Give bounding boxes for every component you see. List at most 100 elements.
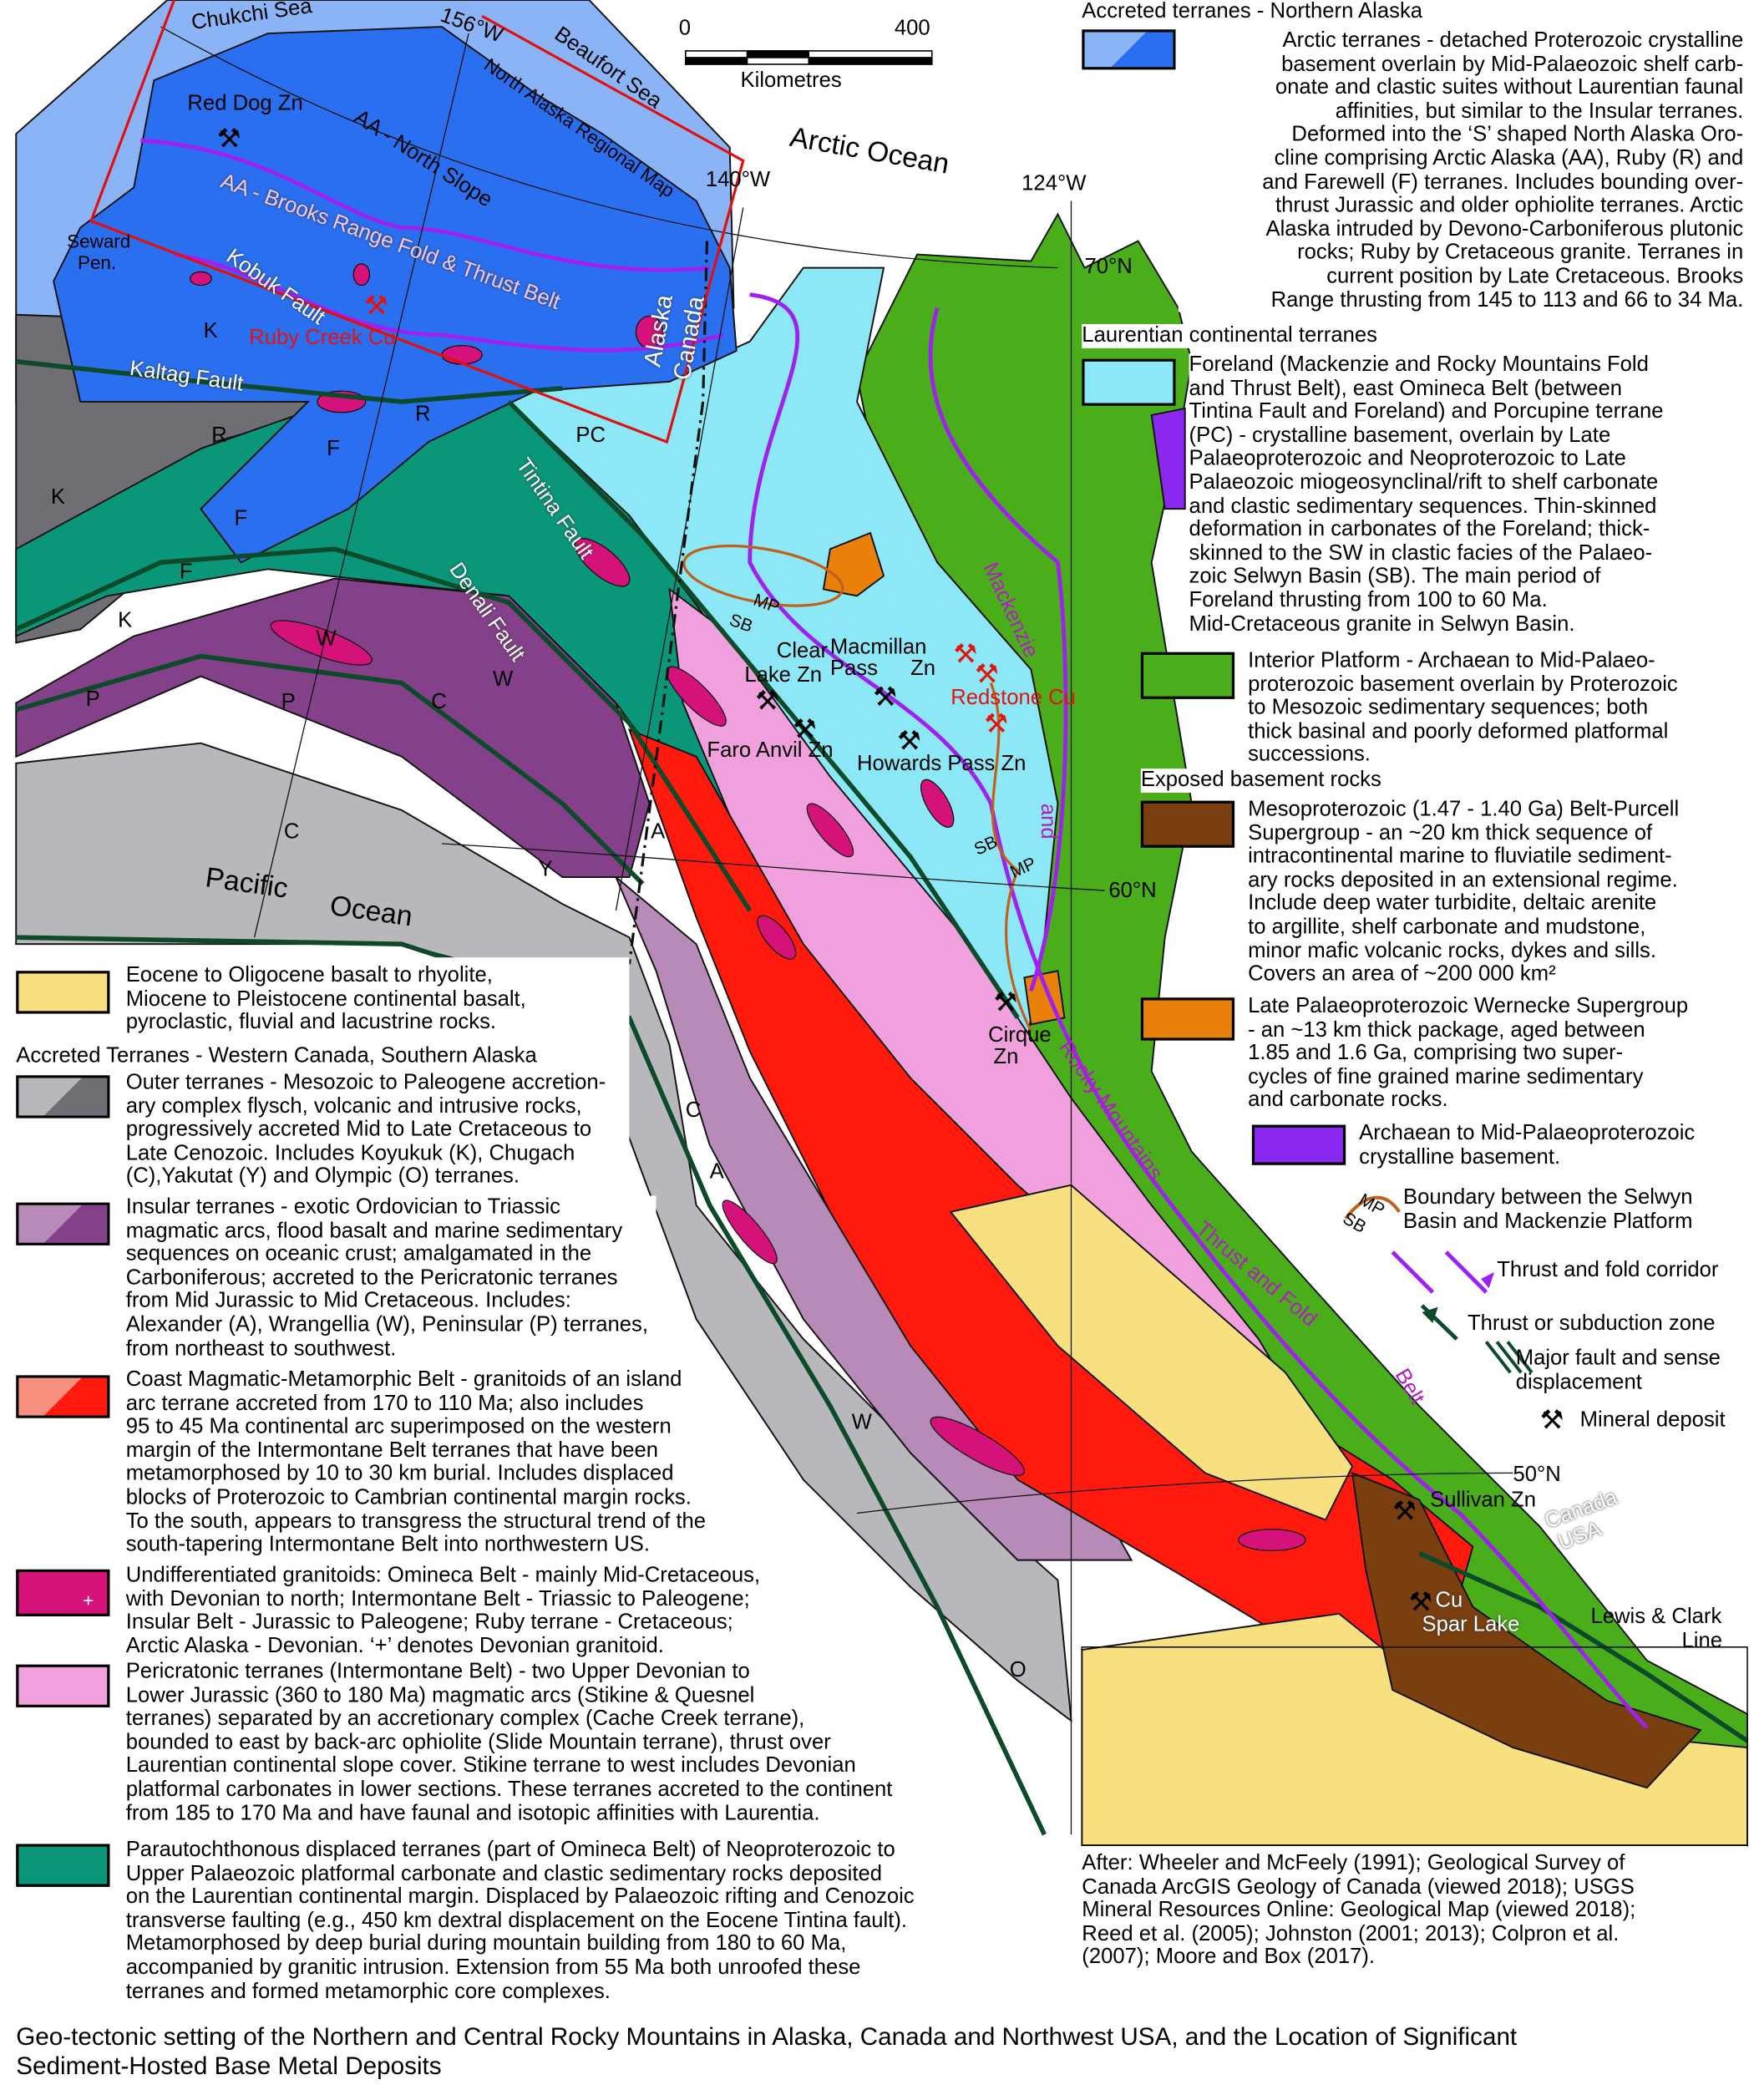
olympic-label: O <box>1009 1659 1027 1682</box>
alexander-label: A <box>709 1160 724 1184</box>
text-line: Coast Magmatic-Metamorphic Belt - granit… <box>125 1368 682 1392</box>
farewell-label: F <box>234 507 248 530</box>
redstone-label: Redstone Cu <box>951 687 1076 710</box>
text-line: Carboniferous; accreted to the Pericrato… <box>125 1266 618 1290</box>
text-line: progressively accreted Mid to Late Creta… <box>125 1118 592 1142</box>
text-line: Mesoproterozoic (1.47 - 1.40 Ga) Belt-Pu… <box>1248 798 1680 821</box>
text-line: Insular Belt - Jurassic to Paleogene; Ru… <box>125 1611 733 1635</box>
farewell-label: F <box>327 438 340 461</box>
hammer-pick-icon: ⚒ <box>793 712 817 745</box>
hammer-pick-icon: ⚒ <box>984 707 1009 739</box>
text-line: to Mesozoic sedimentary sequences; both <box>1248 696 1649 720</box>
legend-heading-basement: Exposed basement rocks <box>1140 768 1381 794</box>
legend-thrust-fold-text: Thrust and fold corridor <box>1497 1258 1719 1282</box>
thrust-fold-line <box>748 292 1649 1729</box>
chugach-label: C <box>685 1099 702 1123</box>
text-line: displacement <box>1515 1370 1642 1394</box>
text-line: Foreland thrusting from 100 to 60 Ma. <box>1189 589 1548 612</box>
text-line: and carbonate rocks. <box>1248 1088 1448 1113</box>
ruby-label: R <box>211 424 227 448</box>
subduction-triangle-icon <box>1422 1306 1438 1323</box>
text-line: from northeast to southwest. <box>125 1337 397 1361</box>
legend-arctic-text: Arctic terranes - detached Proterozoic c… <box>1178 29 1744 312</box>
legend-archaean-text: Archaean to Mid-Palaeoproterozoic crystal… <box>1359 1122 1703 1169</box>
text-line: transverse faulting (e.g., 450 km dextra… <box>125 1909 907 1932</box>
text-line: Outer terranes - Mesozoic to Paleogene a… <box>125 1071 606 1094</box>
text-line: terranes) separated by an accretionary c… <box>125 1707 805 1731</box>
peninsular-label: P <box>281 691 296 714</box>
text-line: thrust Jurassic and older ophiolite terr… <box>1275 194 1744 217</box>
swatch-archaean <box>1251 1124 1346 1165</box>
red-dog-label: Red Dog Zn <box>187 92 303 115</box>
swatch-interior <box>1140 652 1235 699</box>
thrust-triangle-icon <box>1481 1271 1495 1289</box>
granitoid-plus: + <box>83 1589 94 1611</box>
granitoid-body <box>930 1416 1026 1476</box>
thrust-fold-line <box>928 307 1068 992</box>
denali-fault <box>15 546 753 912</box>
text-line: Miocene to Pleistocene continental basal… <box>125 987 526 1011</box>
text-line: To the south, appears to transgress the … <box>125 1509 707 1533</box>
text-line: Reed et al. (2005); Johnston (2001; 2013… <box>1082 1922 1620 1945</box>
text-line: Alaska intruded by Devono-Carboniferous … <box>1265 217 1744 241</box>
longitude-140-label: 140°W <box>705 168 771 192</box>
hammer-pick-icon: ⚒ <box>953 637 978 670</box>
text-line: affinities, but similar to the Insular t… <box>1335 99 1744 124</box>
hammer-pick-icon: ⚒ <box>1408 1585 1433 1618</box>
text-line: intracontinental marine to fluviatile se… <box>1248 845 1672 869</box>
text-line: pyroclastic, fluvial and lacustrine rock… <box>125 1011 497 1034</box>
text-line: current position by Late Cretaceous. Bro… <box>1326 265 1744 288</box>
latitude-70-label: 70°N <box>1084 256 1133 279</box>
text-line: - an ~13 km thick package, aged between <box>1248 1018 1645 1042</box>
text-line: terranes and formed metamorphic core com… <box>125 1980 611 2003</box>
text-line: Interior Platform - Archaean to Mid-Pala… <box>1248 649 1655 672</box>
text-line: blocks of Proterozoic to Cambrian contin… <box>125 1486 692 1509</box>
text-line: platformal carbonates in lower sections.… <box>125 1778 893 1802</box>
text-line: skinned to the SW in clastic facies of t… <box>1189 541 1653 566</box>
text-line: Metamorphosed by deep burial during moun… <box>125 1932 847 1956</box>
text-line: from 185 to 170 Ma and have faunal and i… <box>125 1802 820 1825</box>
swatch-coast <box>16 1375 110 1418</box>
text-line: onate and clastic suites without Laurent… <box>1275 76 1744 99</box>
text-line: Supergroup - an ~20 km thick sequence of <box>1248 821 1653 845</box>
text-line: Parautochthonous displaced terranes (par… <box>125 1839 895 1862</box>
thrust-fold-line <box>140 138 710 272</box>
text-line: Eocene to Oligocene basalt to rhyolite, <box>125 964 493 987</box>
scale-max: 400 <box>894 17 930 41</box>
fault-arrows-icon <box>1484 1341 1533 1374</box>
lewis-clark-line <box>1418 1551 1749 1743</box>
text-line: Late Palaeoproterozoic Wernecke Supergro… <box>1248 995 1689 1018</box>
latitude-60-label: 60°N <box>1108 880 1157 903</box>
fault-line <box>15 653 645 886</box>
text-line: Covers an area of ~200 000 km² <box>1248 962 1556 987</box>
text-line: from Mid Jurassic to Mid Cretaceous. Inc… <box>125 1290 571 1313</box>
macmillan-label-2: Pass <box>829 657 878 681</box>
text-line: ary rocks deposited in an extensional re… <box>1248 869 1678 892</box>
text-line: sequences on oceanic crust; amalgamated … <box>125 1242 592 1266</box>
peninsular-label: P <box>85 687 100 712</box>
legend-interior-text: Interior Platform - Archaean to Mid-Pala… <box>1248 649 1686 768</box>
text-line: Upper Palaeozoic platformal carbonate an… <box>125 1862 883 1885</box>
granitoid-body <box>757 915 797 960</box>
chugach-label: C <box>283 820 300 844</box>
text-line: 95 to 45 Ma continental arc superimposed… <box>125 1415 672 1439</box>
legend-coast-text: Coast Magmatic-Metamorphic Belt - granit… <box>125 1368 714 1558</box>
legend-foreland-text: Foreland (Mackenzie and Rocky Mountains … <box>1189 353 1672 637</box>
tertiary-volcanics <box>949 1184 1354 1521</box>
seward-label-2: Pen. <box>77 251 117 274</box>
yakutat-label: Y <box>538 858 553 881</box>
swatch-wernecke <box>1140 997 1235 1041</box>
hammer-pick-icon: ⚒ <box>216 121 241 155</box>
text-line: thick basinal and poorly deformed platfo… <box>1248 720 1669 743</box>
text-line: (2007); Moore and Box (2017). <box>1082 1945 1376 1970</box>
figure-caption: Geo-tectonic setting of the Northern and… <box>16 2022 1517 2082</box>
swatch-insular <box>16 1202 110 1245</box>
text-line: to argillite, shelf carbonate and mudsto… <box>1248 916 1646 939</box>
hammer-pick-icon: ⚒ <box>975 657 999 690</box>
text-line: Sediment-Hosted Base Metal Deposits <box>16 2051 442 2080</box>
text-line: Lower Jurassic (360 to 180 Ma) magmatic … <box>125 1684 755 1707</box>
legend-heading-western: Accreted Terranes - Western Canada, Sout… <box>16 1044 537 1069</box>
swatch-granitoid: + <box>16 1569 110 1616</box>
legend-pericratonic-text: Pericratonic terranes (Intermontane Belt… <box>125 1660 901 1826</box>
text-line: Late Cenozoic. Includes Koyukuk (K), Chu… <box>125 1142 575 1165</box>
